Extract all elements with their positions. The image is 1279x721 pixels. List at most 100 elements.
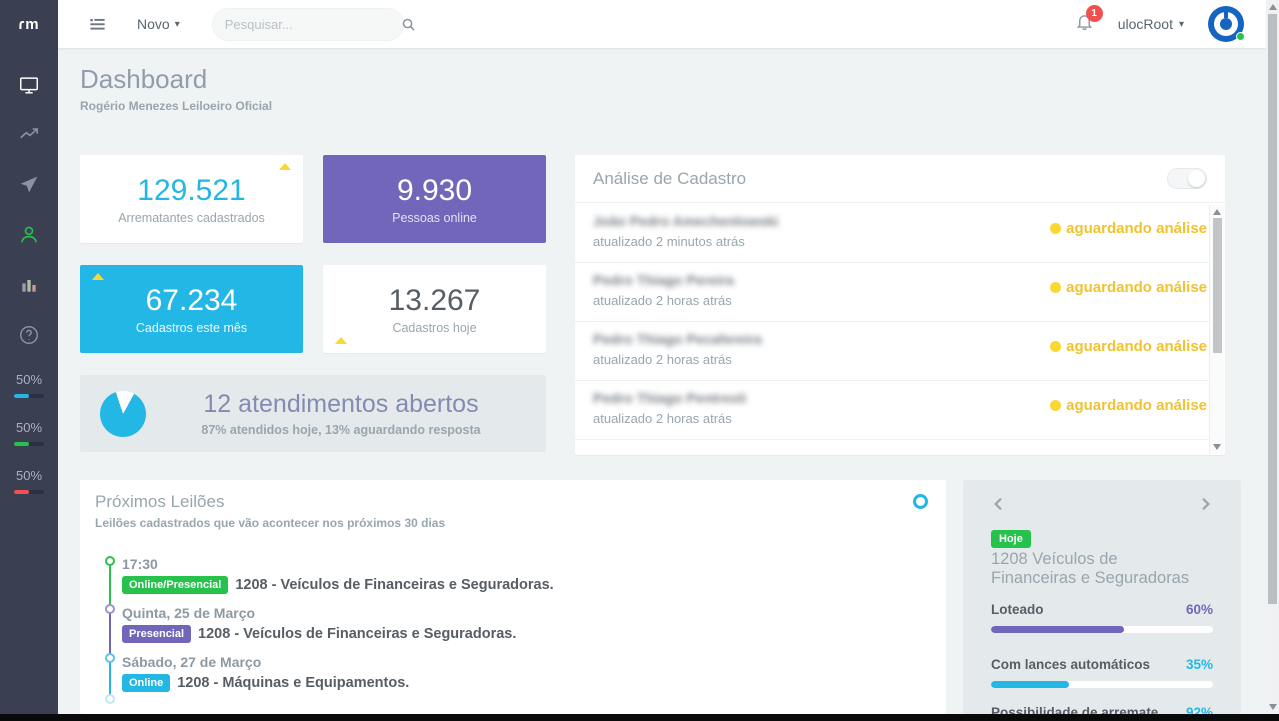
meter-value: 50% (15, 420, 43, 435)
scrollbar-thumb[interactable] (1212, 218, 1222, 353)
status-badge: aguardando análise (1050, 220, 1207, 237)
timeline-segment (109, 657, 111, 698)
meter-value: 50% (15, 372, 43, 387)
list-item[interactable]: Pedro Thiago Pereira atualizado 2 horas … (575, 263, 1209, 322)
scroll-down-icon[interactable] (1213, 444, 1221, 450)
uloc-logo[interactable] (1208, 6, 1245, 42)
upcoming-auctions-card: Próximos Leilões Leilões cadastrados que… (80, 480, 946, 714)
sidebar-item-reports[interactable] (0, 260, 58, 310)
menu-toggle-icon[interactable] (88, 15, 107, 34)
page-subtitle: Rogério Menezes Leiloeiro Oficial (80, 99, 273, 113)
new-dropdown[interactable]: Novo ▾ (137, 16, 180, 32)
auction-item[interactable]: Online/Presencial 1208 - Veículos de Fin… (122, 576, 554, 594)
auction-title[interactable]: 1208 - Veículos de Financeiras e Segurad… (235, 577, 554, 593)
timeline-marker (105, 604, 115, 614)
status-badge: aguardando análise (1050, 397, 1207, 414)
notifications-button[interactable]: 1 (1075, 5, 1103, 36)
today-badge: Hoje (991, 530, 1031, 548)
metric-value: 60% (1185, 602, 1213, 617)
status-badge: aguardando análise (1050, 338, 1207, 355)
stat-value: 9.930 (396, 173, 473, 207)
sidebar-item-send[interactable] (0, 160, 58, 210)
auction-type-badge: Online (122, 674, 171, 692)
sidebar-item-dashboard[interactable] (0, 60, 58, 110)
auction-item[interactable]: Online 1208 - Máquinas e Equipamentos. (122, 674, 409, 692)
metric-label: Com lances automáticos (991, 657, 1151, 672)
list-item[interactable]: Pedro Thiago Pentresti atualizado 2 hora… (575, 381, 1209, 440)
sidebar-meters: 50% 50% 50% (0, 372, 58, 516)
stat-card-cadastros-hoje[interactable]: 13.267 Cadastros hoje (323, 265, 546, 353)
search-input[interactable] (224, 16, 401, 32)
metric-label: Loteado (991, 602, 1044, 617)
top-navbar: Novo ▾ 1 ulocRoot ▾ (58, 0, 1266, 48)
stat-label: Cadastros hoje (392, 320, 477, 335)
monitor-icon (18, 74, 40, 96)
list-item[interactable]: João Pedro Amechenlowski atualizado 2 mi… (575, 204, 1209, 263)
sidebar-item-analytics[interactable] (0, 110, 58, 160)
window-bottom-edge (0, 714, 1279, 721)
trend-up-icon (279, 163, 291, 170)
user-dropdown[interactable]: ulocRoot ▾ (1118, 16, 1184, 32)
auction-when: Sábado, 27 de Março (122, 654, 262, 670)
auction-title[interactable]: 1208 - Veículos de Financeiras e Segurad… (198, 626, 517, 642)
meter-blue: 50% (14, 372, 44, 398)
timeline-marker (105, 556, 115, 566)
bar-chart-icon (19, 275, 39, 295)
analysis-list: João Pedro Amechenlowski atualizado 2 mi… (575, 204, 1209, 455)
sidebar: ɾm 50% (0, 0, 58, 714)
auction-when: Quinta, 25 de Março (122, 605, 256, 621)
help-icon (18, 324, 40, 346)
timeline-segment (109, 608, 111, 657)
auctions-subtitle: Leilões cadastrados que vão acontecer no… (95, 516, 446, 530)
scroll-up-icon[interactable] (1268, 4, 1277, 10)
person-name: Pedro Thiago Pentresti (593, 390, 747, 406)
auction-type-badge: Online/Presencial (122, 576, 229, 594)
app-logo[interactable]: ɾm (18, 15, 40, 33)
stat-value: 67.234 (145, 283, 238, 317)
online-status-dot (1236, 32, 1245, 41)
metric-value: 92% (1185, 705, 1213, 714)
chevron-down-icon: ▾ (174, 18, 180, 30)
line-chart-icon (18, 124, 40, 146)
attendance-subtitle: 87% atendidos hoje, 13% aguardando respo… (201, 423, 481, 437)
metric-lances-automaticos: Com lances automáticos 35% (991, 657, 1213, 688)
meter-red: 50% (14, 468, 44, 494)
status-dot-icon (1050, 282, 1062, 293)
auction-item[interactable]: Presencial 1208 - Veículos de Financeira… (122, 625, 516, 643)
attendance-pie (100, 390, 146, 437)
panel-scrollbar[interactable] (1209, 205, 1224, 454)
person-name: João Pedro Amechenlowski (593, 213, 779, 229)
sidebar-item-users[interactable] (0, 210, 58, 260)
search-icon[interactable] (401, 17, 416, 32)
status-dot-icon (1050, 341, 1062, 352)
featured-auction-title[interactable]: 1208 Veículos de Financeiras e Segurador… (991, 550, 1190, 588)
window-scrollbar[interactable] (1266, 0, 1279, 714)
auction-title[interactable]: 1208 - Máquinas e Equipamentos. (177, 675, 410, 691)
attendance-banner[interactable]: 12 atendimentos abertos 87% atendidos ho… (80, 375, 546, 452)
scrollbar-thumb[interactable] (1268, 14, 1277, 604)
sidebar-item-help[interactable] (0, 310, 58, 360)
notification-badge: 1 (1085, 5, 1103, 22)
meter-value: 50% (15, 468, 43, 483)
analysis-toggle[interactable] (1167, 168, 1207, 189)
stat-card-arrematantes[interactable]: 129.521 Arrematantes cadastrados (80, 155, 303, 243)
metric-value: 35% (1185, 657, 1213, 672)
stat-value: 129.521 (137, 173, 246, 207)
analysis-title: Análise de Cadastro (593, 168, 747, 188)
list-item[interactable]: Pedro Thiago Pecafereira atualizado 2 ho… (575, 322, 1209, 381)
carousel-next-button[interactable] (1197, 496, 1213, 512)
auction-type-badge: Presencial (122, 625, 192, 643)
scroll-up-icon[interactable] (1213, 209, 1221, 215)
trend-up-icon (92, 273, 104, 280)
carousel-prev-button[interactable] (991, 496, 1007, 512)
timeline-marker (105, 653, 115, 663)
person-name: Pedro Thiago Pecafereira (593, 331, 762, 347)
user-name: ulocRoot (1117, 16, 1173, 32)
meter-green: 50% (14, 420, 44, 446)
stat-card-pessoas-online[interactable]: 9.930 Pessoas online (323, 155, 546, 243)
new-dropdown-label: Novo (137, 16, 170, 32)
scroll-down-icon[interactable] (1268, 704, 1277, 710)
analysis-panel: Análise de Cadastro João Pedro Amechenlo… (575, 155, 1225, 455)
stat-card-cadastros-mes[interactable]: 67.234 Cadastros este mês (80, 265, 303, 353)
